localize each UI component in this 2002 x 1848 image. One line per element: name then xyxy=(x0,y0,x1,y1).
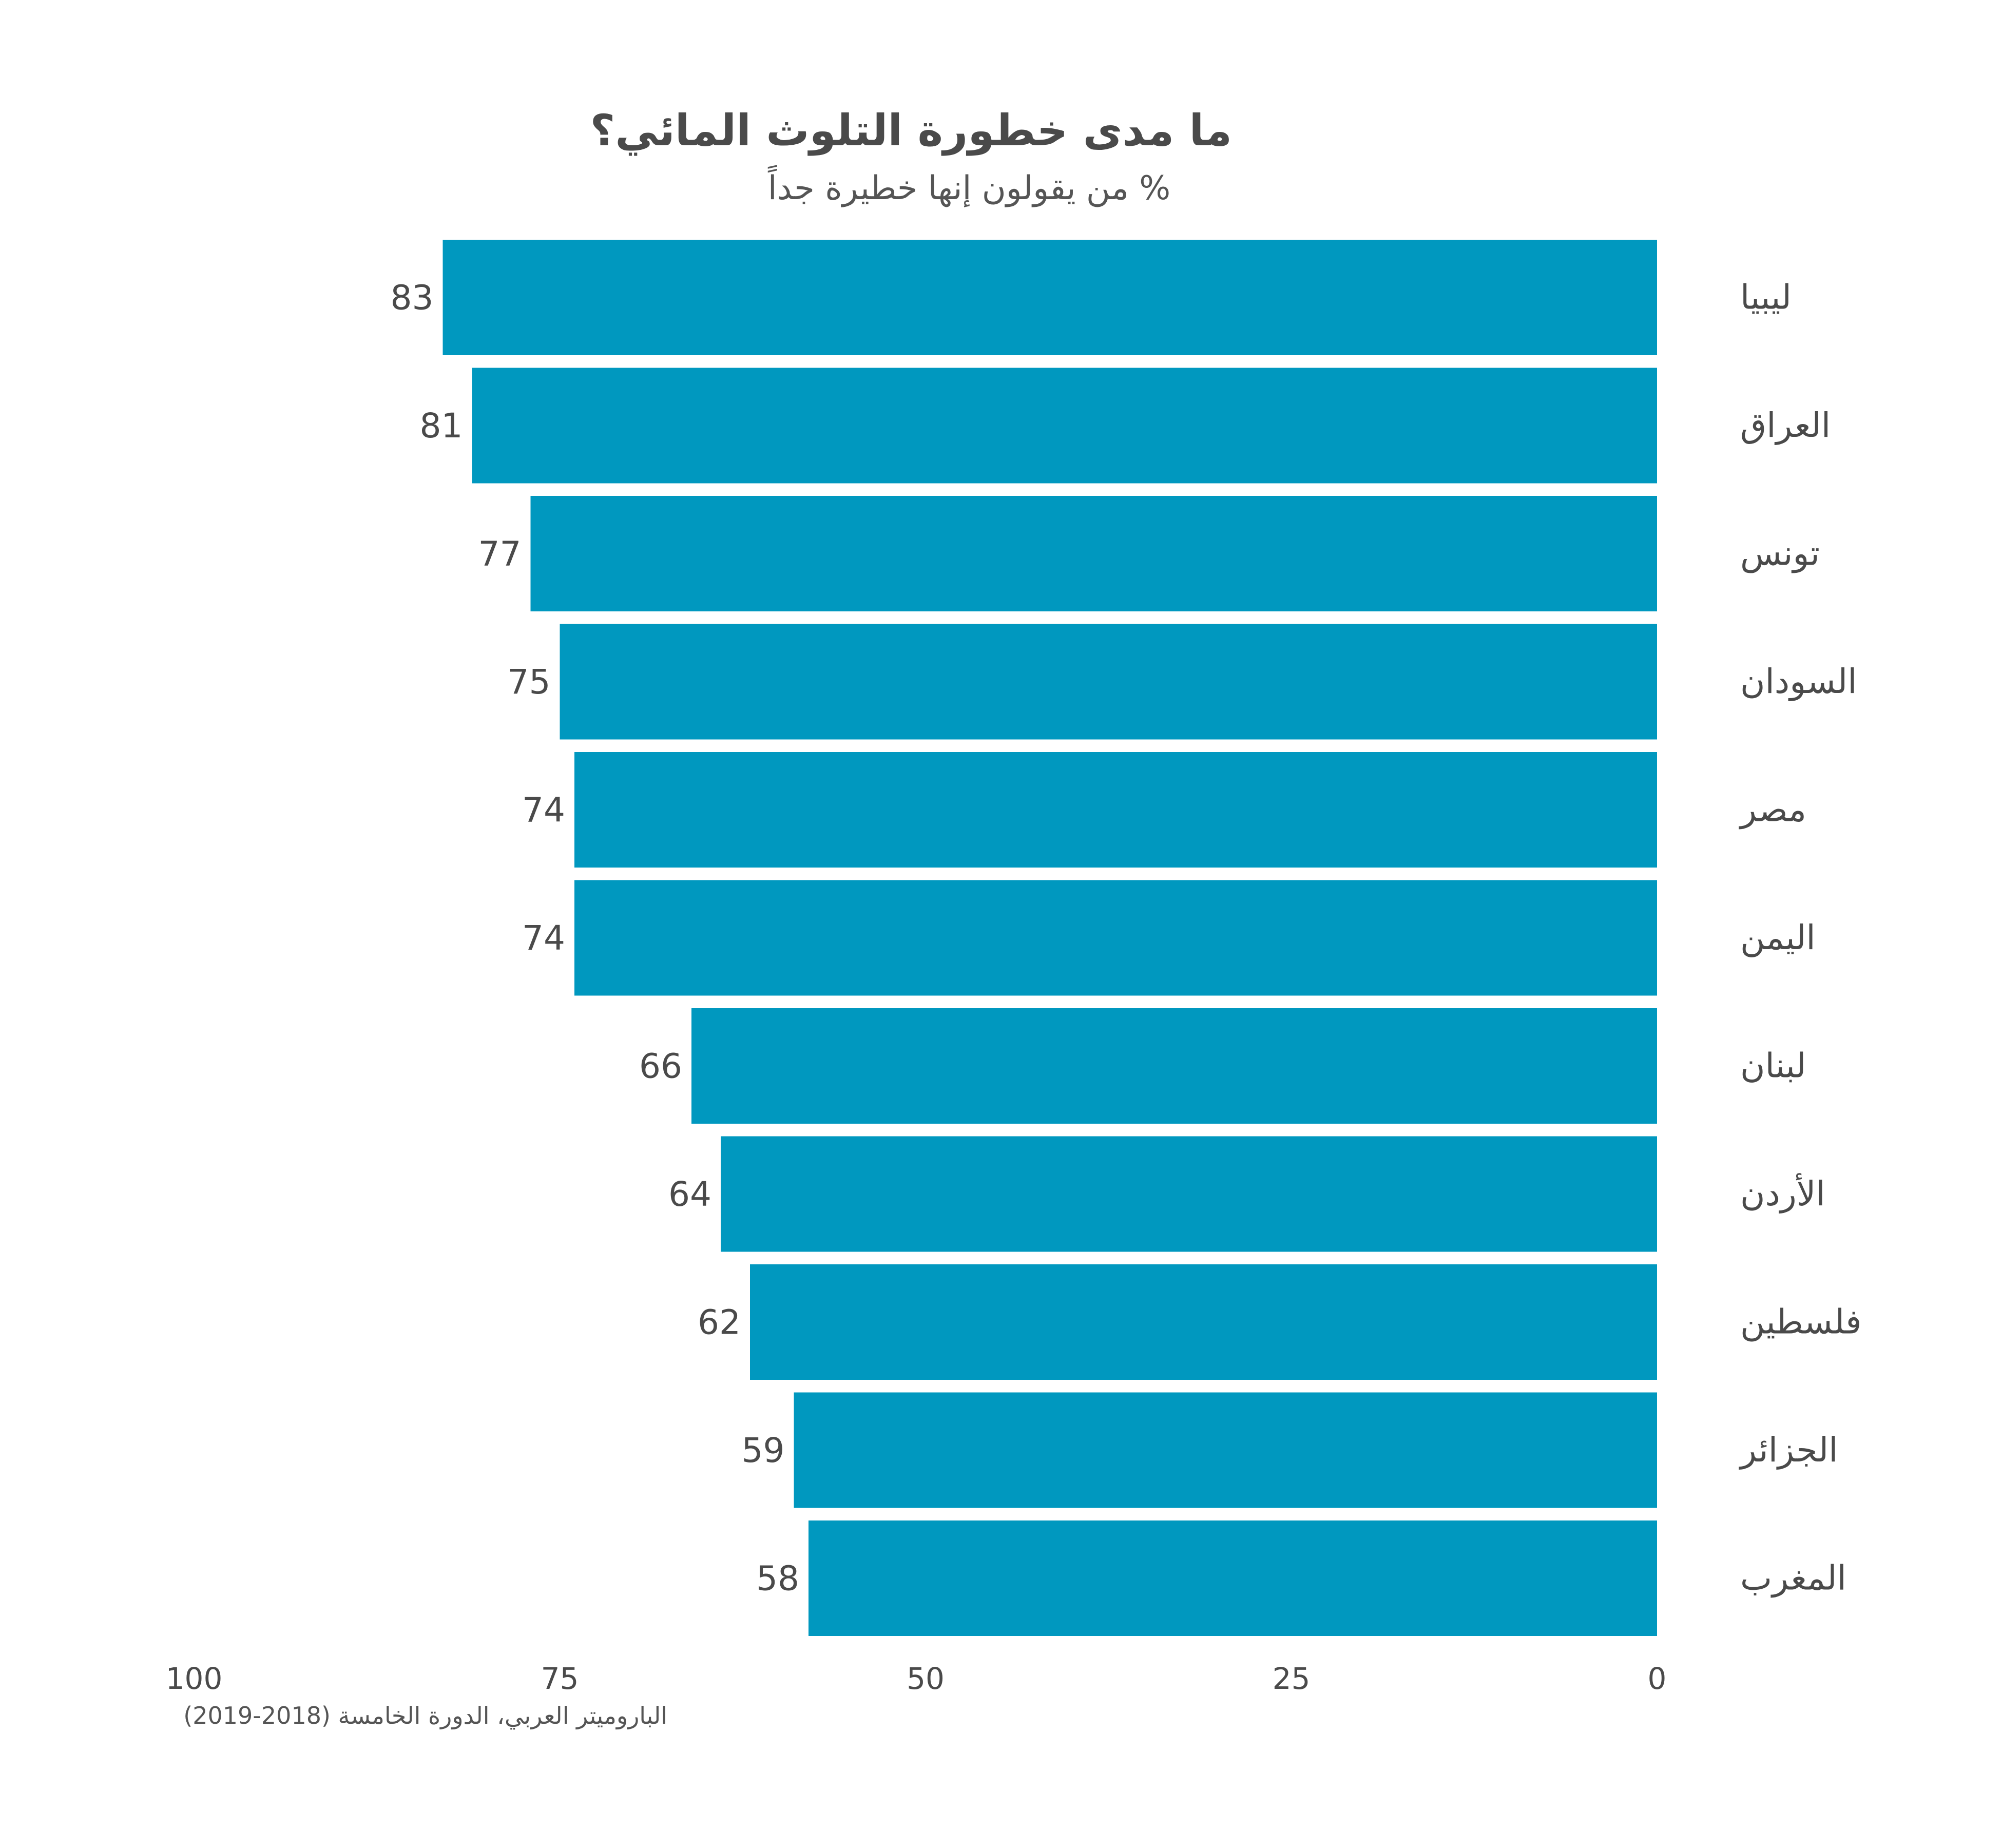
chart-source: الباروميتر العربي، الدورة الخامسة (2018-… xyxy=(183,1702,667,1729)
x-tick-label: 100 xyxy=(166,1661,223,1696)
bar-value-label: 59 xyxy=(742,1431,785,1470)
x-tick-label: 50 xyxy=(907,1661,945,1696)
category-label: ليبيا xyxy=(1740,278,1792,317)
chart-subtitle: % من يقولون إنها خطيرة جداً xyxy=(767,169,1170,207)
category-label: السودان xyxy=(1740,662,1857,701)
chart-title: ما مدى خطورة التلوث المائي؟ xyxy=(590,105,1232,156)
category-label: الأردن xyxy=(1740,1172,1825,1214)
bar xyxy=(808,1520,1657,1636)
category-label: اليمن xyxy=(1740,918,1816,957)
category-label: الجزائر xyxy=(1739,1430,1838,1470)
bar-value-label: 64 xyxy=(668,1175,711,1214)
category-label: العراق xyxy=(1740,406,1831,445)
category-label: المغرب xyxy=(1740,1558,1846,1598)
bar xyxy=(750,1264,1657,1380)
bar-value-label: 83 xyxy=(391,278,434,318)
bar xyxy=(574,880,1657,996)
bar-value-label: 62 xyxy=(698,1303,741,1342)
bar xyxy=(691,1008,1657,1124)
bar xyxy=(794,1392,1657,1508)
bar-value-label: 74 xyxy=(522,791,565,830)
category-label: فلسطين xyxy=(1740,1302,1862,1342)
category-label: تونس xyxy=(1740,534,1820,573)
bar xyxy=(442,240,1657,355)
bar-value-label: 75 xyxy=(508,662,551,702)
bar-value-label: 58 xyxy=(756,1559,799,1599)
x-tick-label: 75 xyxy=(541,1661,579,1696)
bar-value-label: 66 xyxy=(639,1047,682,1086)
bar-value-label: 81 xyxy=(420,406,463,446)
bar xyxy=(560,624,1657,740)
bar xyxy=(721,1136,1657,1252)
bar-value-label: 77 xyxy=(478,534,522,574)
bar xyxy=(530,496,1657,611)
bar xyxy=(472,368,1657,484)
x-tick-label: 0 xyxy=(1648,1661,1667,1696)
bar xyxy=(574,752,1657,868)
x-tick-label: 25 xyxy=(1273,1661,1311,1696)
category-label: مصر xyxy=(1739,790,1806,830)
category-label: لبنان xyxy=(1740,1046,1806,1086)
bar-value-label: 74 xyxy=(522,918,565,958)
